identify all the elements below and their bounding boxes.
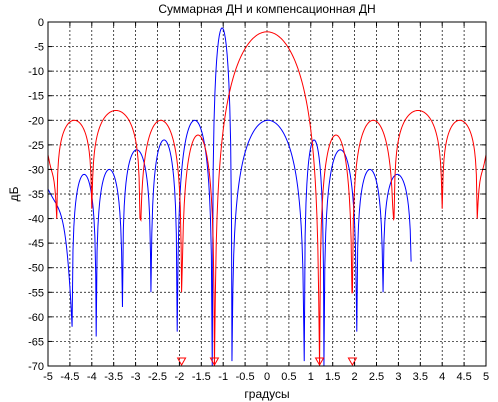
marker-triangle	[347, 357, 358, 367]
x-tick-label: -2.5	[148, 371, 167, 383]
x-tick-label: 4	[439, 371, 445, 383]
y-tick-label: -5	[34, 42, 44, 54]
x-tick-label: 0	[264, 371, 270, 383]
x-tick-label: 1.5	[325, 371, 340, 383]
y-tick-label: -10	[28, 66, 44, 78]
y-tick-label: -65	[28, 336, 44, 348]
chart-title: Суммарная ДН и компенсационная ДН	[158, 2, 375, 16]
x-tick-label: -2	[175, 371, 185, 383]
y-tick-label: 0	[38, 17, 44, 29]
x-tick-label: -1	[218, 371, 228, 383]
x-tick-label: 0.5	[281, 371, 296, 383]
y-tick-label: -15	[28, 91, 44, 103]
y-axis-label: дБ	[7, 186, 21, 201]
y-tick-label: -40	[28, 214, 44, 226]
x-tick-label: -4.5	[60, 371, 79, 383]
y-tick-label: -30	[28, 164, 44, 176]
x-tick-label: 1	[308, 371, 314, 383]
x-tick-label: -0.5	[236, 371, 255, 383]
x-tick-label: 4.5	[456, 371, 471, 383]
x-axis-label: градусы	[244, 387, 289, 401]
y-tick-label: -50	[28, 263, 44, 275]
y-tick-label: -55	[28, 287, 44, 299]
y-tick-label: -35	[28, 189, 44, 201]
marker-triangle	[176, 357, 187, 367]
x-tick-label: -4	[87, 371, 97, 383]
series-line-1	[48, 27, 412, 366]
y-tick-label: -20	[28, 115, 44, 127]
y-tick-label: -25	[28, 140, 44, 152]
x-tick-label: -3.5	[104, 371, 123, 383]
y-tick-label: -45	[28, 238, 44, 250]
marker-triangle	[314, 357, 325, 367]
x-tick-label: -5	[43, 371, 53, 383]
x-tick-label: 2.5	[369, 371, 384, 383]
x-tick-label: -3	[131, 371, 141, 383]
x-tick-label: 2	[352, 371, 358, 383]
marker-triangle	[209, 357, 220, 367]
x-tick-label: 3	[395, 371, 401, 383]
series-line-2	[48, 31, 486, 366]
y-tick-label: -60	[28, 312, 44, 324]
y-tick-label: -70	[28, 361, 44, 373]
x-tick-label: 3.5	[413, 371, 428, 383]
x-tick-label: 5	[483, 371, 489, 383]
plot-area: -5 -4.5 -4 -3.5 -3 -2.5 -2 -1.5 -1 -0.5 0 0.5 1 1.5 2 2…	[28, 17, 489, 383]
x-tick-label: -1.5	[192, 371, 211, 383]
